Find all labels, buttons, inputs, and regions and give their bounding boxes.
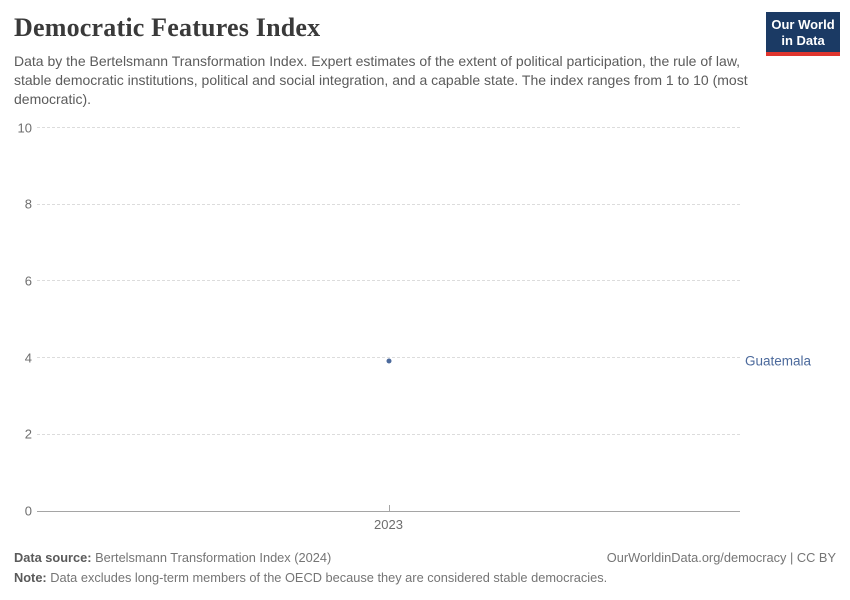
page-title: Democratic Features Index bbox=[14, 13, 321, 42]
gridline bbox=[37, 357, 740, 359]
y-tick-label: 2 bbox=[24, 426, 32, 442]
y-tick-label: 8 bbox=[24, 196, 32, 212]
footer-note-row: Note: Data excludes long-term members of… bbox=[14, 568, 836, 588]
y-tick-label: 4 bbox=[24, 350, 32, 366]
note-label: Note: bbox=[14, 570, 47, 586]
data-source-label: Data source: bbox=[14, 550, 92, 565]
gridline bbox=[37, 203, 740, 205]
data-point[interactable] bbox=[386, 358, 391, 364]
footer: Data source: Bertelsmann Transformation … bbox=[14, 548, 836, 588]
owid-logo-line1: Our World bbox=[771, 17, 835, 32]
x-tick-mark bbox=[388, 505, 390, 511]
y-tick-label: 10 bbox=[17, 120, 32, 135]
gridline bbox=[37, 127, 740, 128]
note-text: Data excludes long-term members of the O… bbox=[50, 570, 608, 586]
x-tick-label: 2023 bbox=[374, 517, 403, 532]
chart-subtitle: Data by the Bertelsmann Transformation I… bbox=[14, 53, 748, 107]
data-source-value: Bertelsmann Transformation Index (2024) bbox=[95, 550, 332, 565]
x-axis-line bbox=[37, 510, 740, 512]
footer-source-row: Data source: Bertelsmann Transformation … bbox=[14, 548, 836, 568]
entity-label[interactable]: Guatemala bbox=[745, 353, 812, 369]
y-tick-label: 0 bbox=[24, 503, 32, 519]
owid-logo[interactable]: Our World in Data bbox=[766, 12, 840, 57]
gridline bbox=[37, 433, 740, 435]
data-source-text: Data source: Bertelsmann Transformation … bbox=[14, 548, 331, 568]
gridline bbox=[37, 280, 740, 282]
attribution-link[interactable]: OurWorldinData.org/democracy | CC BY bbox=[606, 550, 836, 565]
y-tick-label: 6 bbox=[24, 273, 32, 289]
owid-logo-line2: in Data bbox=[781, 32, 825, 48]
